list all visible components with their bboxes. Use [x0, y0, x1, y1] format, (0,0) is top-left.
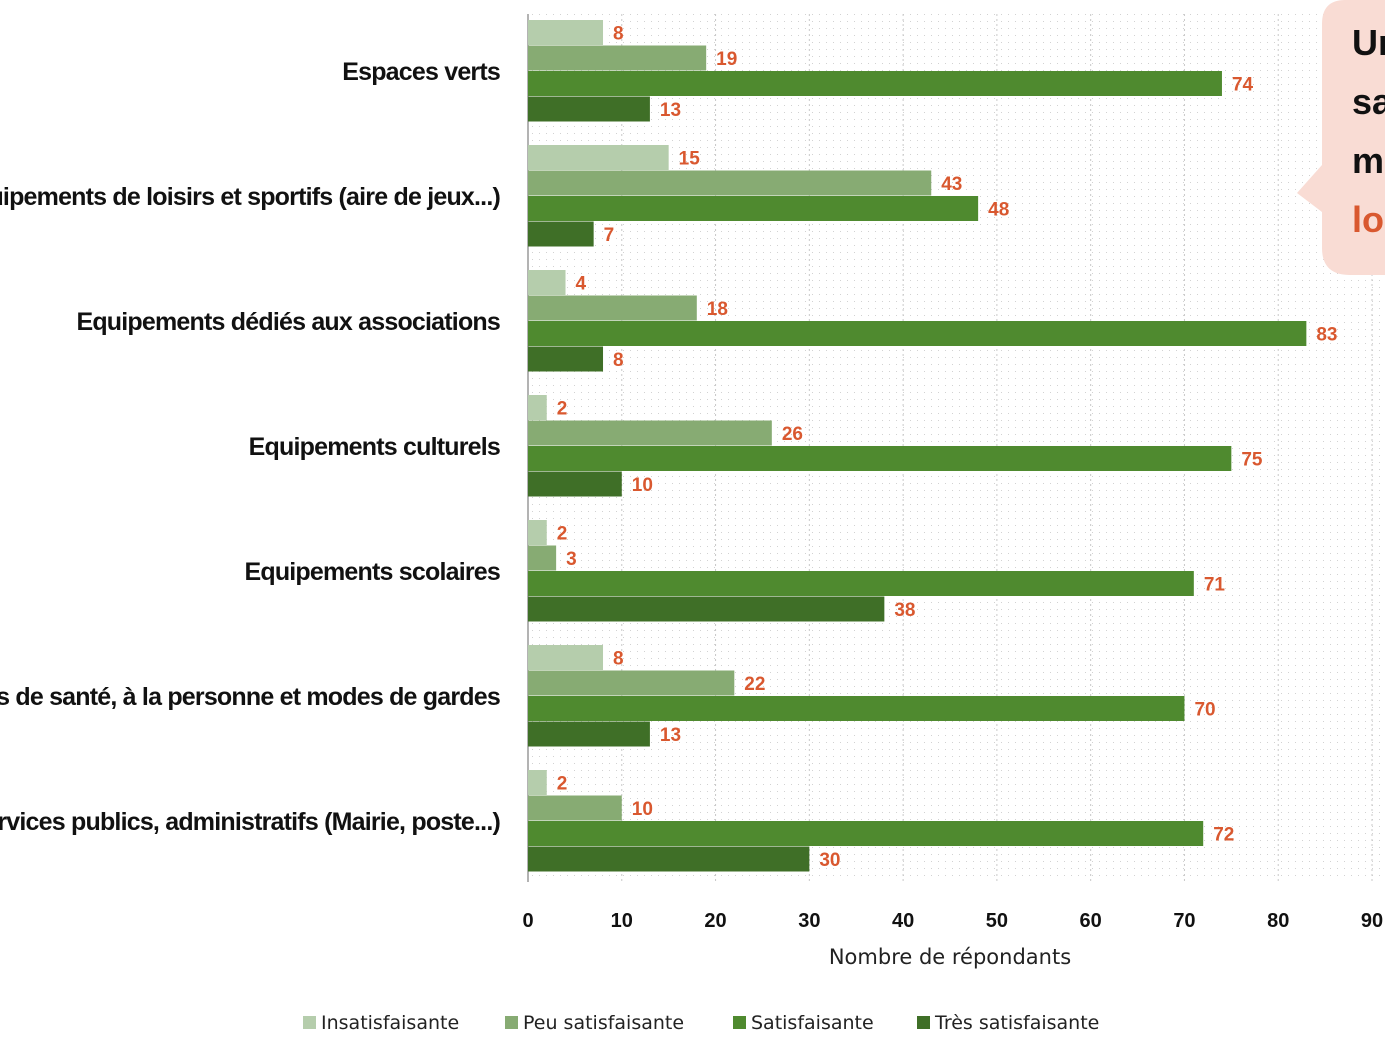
data-label: 13 [660, 100, 681, 121]
data-label: 8 [613, 649, 624, 670]
data-label: 75 [1241, 450, 1263, 471]
data-label: 2 [557, 774, 568, 795]
bar [528, 420, 772, 446]
data-label: 26 [782, 424, 803, 445]
bar [528, 196, 979, 221]
data-label: 43 [941, 174, 962, 195]
bar [528, 170, 932, 196]
bar [528, 596, 885, 622]
x-tick-label: 60 [1080, 910, 1102, 932]
callout-text: sa [1352, 81, 1385, 122]
data-label: 7 [604, 225, 615, 246]
data-label: 72 [1213, 825, 1234, 846]
bar [528, 846, 810, 872]
bar [528, 45, 707, 71]
bar [528, 770, 547, 795]
callout-text: mo [1352, 140, 1385, 181]
data-label: 10 [632, 799, 653, 820]
legend-label: Très satisfaisante [934, 1012, 1099, 1034]
x-axis-title: Nombre de répondants [829, 945, 1071, 969]
bar [528, 96, 650, 122]
data-label: 2 [557, 399, 568, 420]
bar [528, 571, 1194, 596]
bar [528, 395, 547, 420]
legend-swatch [505, 1016, 518, 1029]
data-label: 19 [716, 49, 737, 70]
bar [528, 821, 1204, 846]
data-label: 74 [1232, 75, 1254, 96]
bar [528, 545, 557, 571]
callout-text: loi [1352, 199, 1385, 240]
bar [528, 20, 604, 45]
bar [528, 295, 697, 321]
x-tick-label: 30 [798, 910, 820, 932]
x-tick-label: 20 [704, 910, 726, 932]
bar [528, 795, 622, 821]
x-tick-label: 50 [986, 910, 1008, 932]
category-label: Equipements de loisirs et sportifs (aire… [0, 183, 500, 211]
bar [528, 471, 622, 497]
data-label: 13 [660, 725, 681, 746]
legend-item: Satisfaisante [733, 1012, 874, 1034]
legend-item: Très satisfaisante [917, 1012, 1099, 1034]
category-label: Equipements culturels [249, 433, 500, 461]
data-label: 4 [576, 274, 587, 295]
bar [528, 696, 1185, 721]
legend-label: Peu satisfaisante [523, 1012, 684, 1034]
legend-item: Peu satisfaisante [505, 1012, 684, 1034]
data-label: 22 [744, 674, 765, 695]
bar [528, 270, 566, 295]
category-label: Services publics, administratifs (Mairie… [0, 808, 500, 836]
callout-text: Un [1352, 22, 1385, 63]
category-label: Equipements dédiés aux associations [76, 308, 500, 336]
bar [528, 321, 1307, 346]
data-label: 8 [613, 350, 624, 371]
data-label: 30 [819, 850, 840, 871]
bar [528, 71, 1222, 96]
data-label: 10 [632, 475, 653, 496]
legend-swatch [303, 1016, 316, 1029]
data-label: 18 [707, 299, 728, 320]
bar [528, 645, 604, 670]
x-tick-label: 10 [611, 910, 633, 932]
x-tick-label: 80 [1267, 910, 1289, 932]
data-label: 70 [1194, 700, 1215, 721]
bar [528, 520, 547, 545]
bar [528, 221, 594, 247]
data-label: 8 [613, 24, 624, 45]
data-label: 48 [988, 200, 1009, 221]
legend-item: Insatisfaisante [303, 1012, 459, 1034]
category-label: Equipements scolaires [244, 558, 500, 586]
x-tick-label: 90 [1361, 910, 1383, 932]
data-label: 15 [679, 149, 701, 170]
data-label: 83 [1316, 325, 1337, 346]
bar [528, 346, 604, 372]
x-tick-label: 0 [522, 910, 533, 932]
category-label: Services de santé, à la personne et mode… [0, 683, 500, 711]
bar [528, 145, 669, 170]
data-label: 71 [1204, 575, 1226, 596]
x-tick-label: 40 [892, 910, 914, 932]
data-label: 38 [894, 600, 915, 621]
legend-swatch [733, 1016, 746, 1029]
category-label: Espaces verts [342, 58, 500, 86]
data-label: 3 [566, 549, 577, 570]
legend-label: Satisfaisante [751, 1012, 874, 1034]
legend-swatch [917, 1016, 930, 1029]
legend-label: Insatisfaisante [321, 1012, 459, 1034]
data-label: 2 [557, 524, 568, 545]
callout-box [1297, 0, 1385, 275]
x-tick-label: 70 [1173, 910, 1195, 932]
bar [528, 670, 735, 696]
bar [528, 721, 650, 747]
bar [528, 446, 1232, 471]
